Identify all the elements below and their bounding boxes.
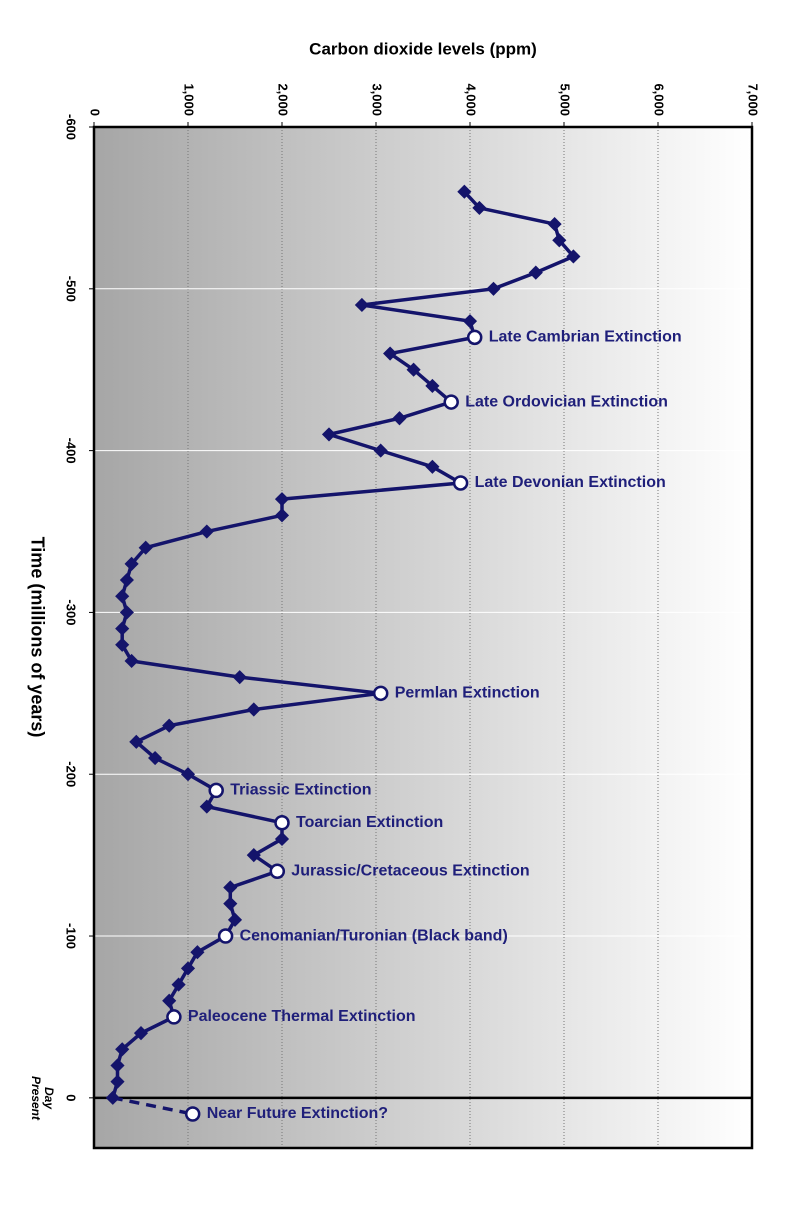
data-marker [246, 702, 261, 717]
data-marker [321, 427, 337, 442]
data-marker [472, 200, 487, 215]
extinction-marker [443, 394, 459, 410]
y-tick-label: -400 [64, 438, 79, 464]
x-tick-label: 5,000 [558, 83, 573, 116]
data-marker [180, 767, 196, 782]
extinction-marker [372, 685, 389, 702]
data-marker [115, 589, 130, 604]
data-marker [115, 621, 130, 636]
side-note: Day [42, 1087, 56, 1110]
x-tick-label: 6,000 [652, 83, 667, 116]
plot-background [94, 127, 752, 1148]
data-marker [383, 346, 398, 361]
data-marker [425, 378, 440, 393]
data-marker [223, 880, 238, 895]
data-marker [566, 249, 581, 264]
side-note: Present [29, 1076, 43, 1121]
data-marker [223, 896, 238, 911]
data-marker [406, 362, 421, 377]
data-marker [162, 718, 177, 733]
extinction-label: Paleocene Thermal Extinction [188, 1008, 416, 1025]
data-marker [227, 912, 243, 927]
data-marker [232, 670, 247, 685]
extinction-marker [208, 782, 224, 799]
y-tick-label: -300 [64, 599, 79, 625]
x-tick-label: 3,000 [370, 83, 385, 116]
x-tick-label: 1,000 [182, 83, 197, 116]
data-marker [373, 443, 388, 458]
extinction-marker [274, 815, 290, 831]
data-marker [190, 945, 205, 960]
data-marker [274, 831, 290, 847]
extinction-label: Toarcian Extinction [296, 814, 443, 831]
data-marker [425, 459, 440, 474]
y-tick-label: -200 [64, 761, 79, 787]
data-marker [274, 492, 290, 507]
data-marker [199, 524, 214, 539]
extinction-marker [269, 863, 286, 880]
y-tick-label: 0 [64, 1094, 79, 1101]
extinction-marker [466, 329, 483, 346]
x-tick-label: 0 [88, 109, 103, 116]
data-marker [462, 314, 478, 329]
extinction-label: Near Future Extinction? [207, 1105, 388, 1122]
y-tick-label: -600 [64, 114, 79, 140]
extinction-label: Permlan Extinction [395, 685, 540, 702]
extinction-label: Cenomanian/Turonian (Black band) [240, 927, 508, 944]
data-marker [486, 281, 501, 296]
data-marker [354, 297, 369, 313]
data-marker [180, 961, 196, 976]
extinction-label: Triassic Extinction [230, 782, 371, 799]
data-marker [552, 233, 567, 248]
data-marker [115, 1042, 130, 1057]
extinction-label: Late Devonian Extinction [475, 474, 666, 491]
plot-frame [92, 125, 754, 1150]
x-tick-label: 7,000 [746, 83, 761, 116]
extinction-label: Late Cambrian Extinction [489, 329, 682, 346]
extinction-marker [452, 475, 469, 491]
data-line [112, 1096, 194, 1116]
data-marker [199, 799, 214, 814]
extinction-label: Late Ordovician Extinction [465, 393, 668, 410]
extinction-marker [184, 1106, 201, 1122]
data-marker [138, 540, 153, 555]
data-marker [119, 572, 134, 588]
y-axis-label: Time (millions of years) [27, 537, 47, 738]
data-marker [148, 750, 163, 766]
data-marker [129, 734, 144, 749]
data-marker [119, 605, 134, 620]
data-marker [457, 184, 472, 199]
extinction-marker [166, 1009, 182, 1025]
x-tick-label: 4,000 [464, 83, 479, 116]
data-marker [110, 1074, 125, 1089]
data-marker [162, 993, 177, 1008]
data-marker [124, 653, 139, 669]
chart-title: Carbon dioxide levels (ppm) [309, 39, 537, 58]
data-marker [124, 556, 139, 571]
data-marker [246, 848, 261, 863]
data-marker [110, 1058, 125, 1073]
data-marker [115, 637, 130, 652]
data-marker [547, 217, 562, 232]
data-marker [392, 411, 407, 426]
data-marker [171, 977, 186, 992]
y-tick-label: -500 [64, 276, 79, 302]
y-tick-label: -100 [64, 923, 79, 949]
x-tick-label: 2,000 [276, 83, 291, 116]
extinction-label: Jurassic/Cretaceous Extinction [291, 863, 529, 880]
data-marker [133, 1026, 149, 1041]
extinction-marker [217, 928, 234, 944]
data-marker [528, 265, 543, 280]
